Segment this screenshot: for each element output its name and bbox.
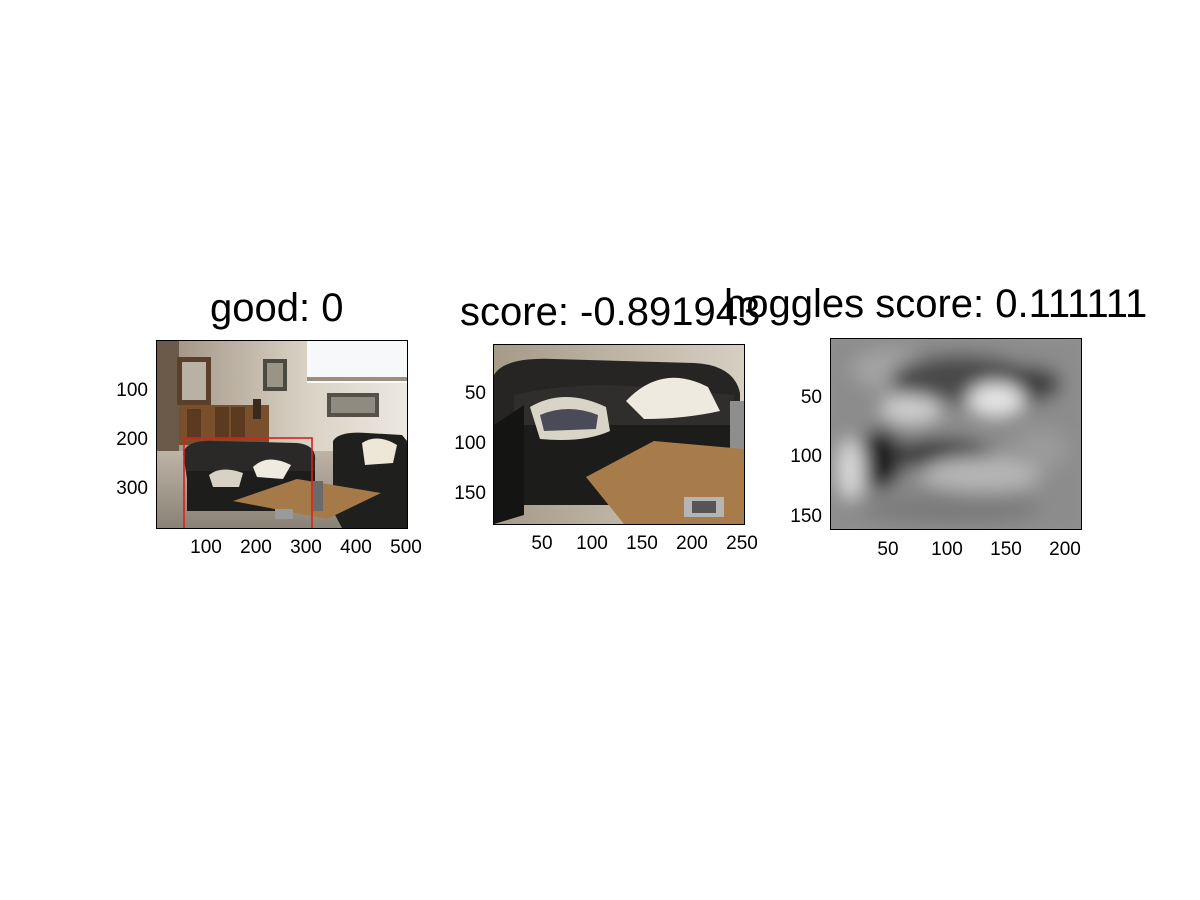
x-tick-label: 100 xyxy=(931,539,963,560)
x-tick-label: 50 xyxy=(531,533,553,554)
panel-2-title: score: -0.891943 xyxy=(460,290,761,334)
x-tick-label: 200 xyxy=(676,533,708,554)
x-tick-label: 50 xyxy=(877,539,899,560)
x-tick-label: 500 xyxy=(390,537,422,558)
x-tick-label: 200 xyxy=(1049,539,1081,560)
x-tick-label: 150 xyxy=(990,539,1022,560)
y-tick-label: 100 xyxy=(454,433,486,454)
x-tick-label: 100 xyxy=(576,533,608,554)
x-tick-label: 250 xyxy=(726,533,758,554)
living-room-image-panel xyxy=(156,340,408,529)
sofa-crop-photo-icon xyxy=(494,345,744,524)
y-tick-label: 50 xyxy=(464,383,486,404)
panel-1-title: good: 0 xyxy=(210,286,344,330)
y-tick-label: 150 xyxy=(790,506,822,527)
hoggles-image-panel xyxy=(830,338,1082,530)
living-room-photo-icon xyxy=(157,341,407,528)
x-tick-label: 200 xyxy=(240,537,272,558)
detection-bbox xyxy=(183,437,313,528)
hoggles-grayscale-image-icon xyxy=(831,339,1081,529)
y-tick-label: 100 xyxy=(116,380,148,401)
y-tick-label: 100 xyxy=(790,446,822,467)
sofa-crop-image-panel xyxy=(493,344,745,525)
x-tick-label: 150 xyxy=(626,533,658,554)
y-tick-label: 50 xyxy=(800,387,822,408)
y-tick-label: 200 xyxy=(116,429,148,450)
x-tick-label: 300 xyxy=(290,537,322,558)
x-tick-label: 100 xyxy=(190,537,222,558)
x-tick-label: 400 xyxy=(340,537,372,558)
y-tick-label: 300 xyxy=(116,478,148,499)
panel-3-title: hoggles score: 0.111111 xyxy=(724,282,1148,326)
y-tick-label: 150 xyxy=(454,483,486,504)
